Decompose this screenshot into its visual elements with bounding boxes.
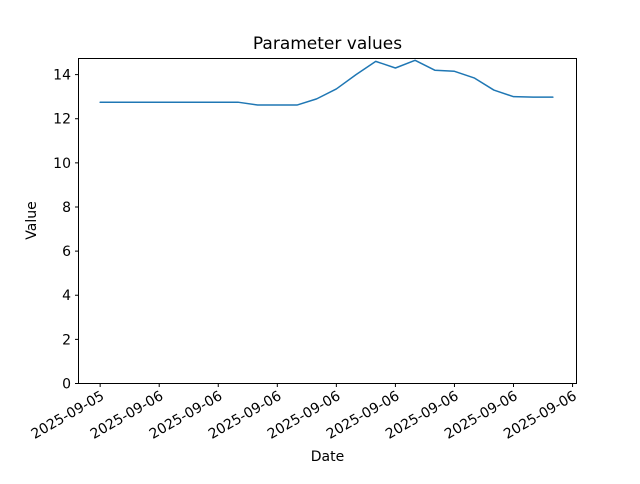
y-tick-label: 8: [62, 200, 71, 216]
y-tick-label: 14: [53, 68, 71, 84]
y-tick-label: 4: [62, 288, 71, 304]
y-tick-label: 0: [62, 377, 71, 393]
y-tick-label: 6: [62, 244, 71, 260]
y-tick-label: 10: [53, 156, 71, 172]
plot-area: 024681012142025-09-052025-09-062025-09-0…: [29, 58, 580, 443]
data-line: [99, 59, 554, 106]
y-tick-label: 12: [53, 112, 71, 128]
y-tick-label: 2: [62, 332, 71, 348]
chart-title: Parameter values: [253, 34, 402, 54]
y-axis-label: Value: [24, 201, 40, 239]
x-axis-label: Date: [311, 449, 344, 465]
plot-border: [78, 58, 577, 384]
